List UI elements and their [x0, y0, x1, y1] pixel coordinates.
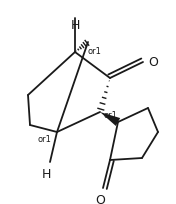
- Polygon shape: [100, 112, 120, 126]
- Text: or1: or1: [104, 111, 118, 120]
- Text: H: H: [41, 168, 51, 181]
- Text: O: O: [95, 194, 105, 204]
- Text: O: O: [148, 55, 158, 69]
- Text: or1: or1: [38, 135, 52, 144]
- Text: or1: or1: [87, 48, 101, 57]
- Text: H: H: [70, 19, 80, 32]
